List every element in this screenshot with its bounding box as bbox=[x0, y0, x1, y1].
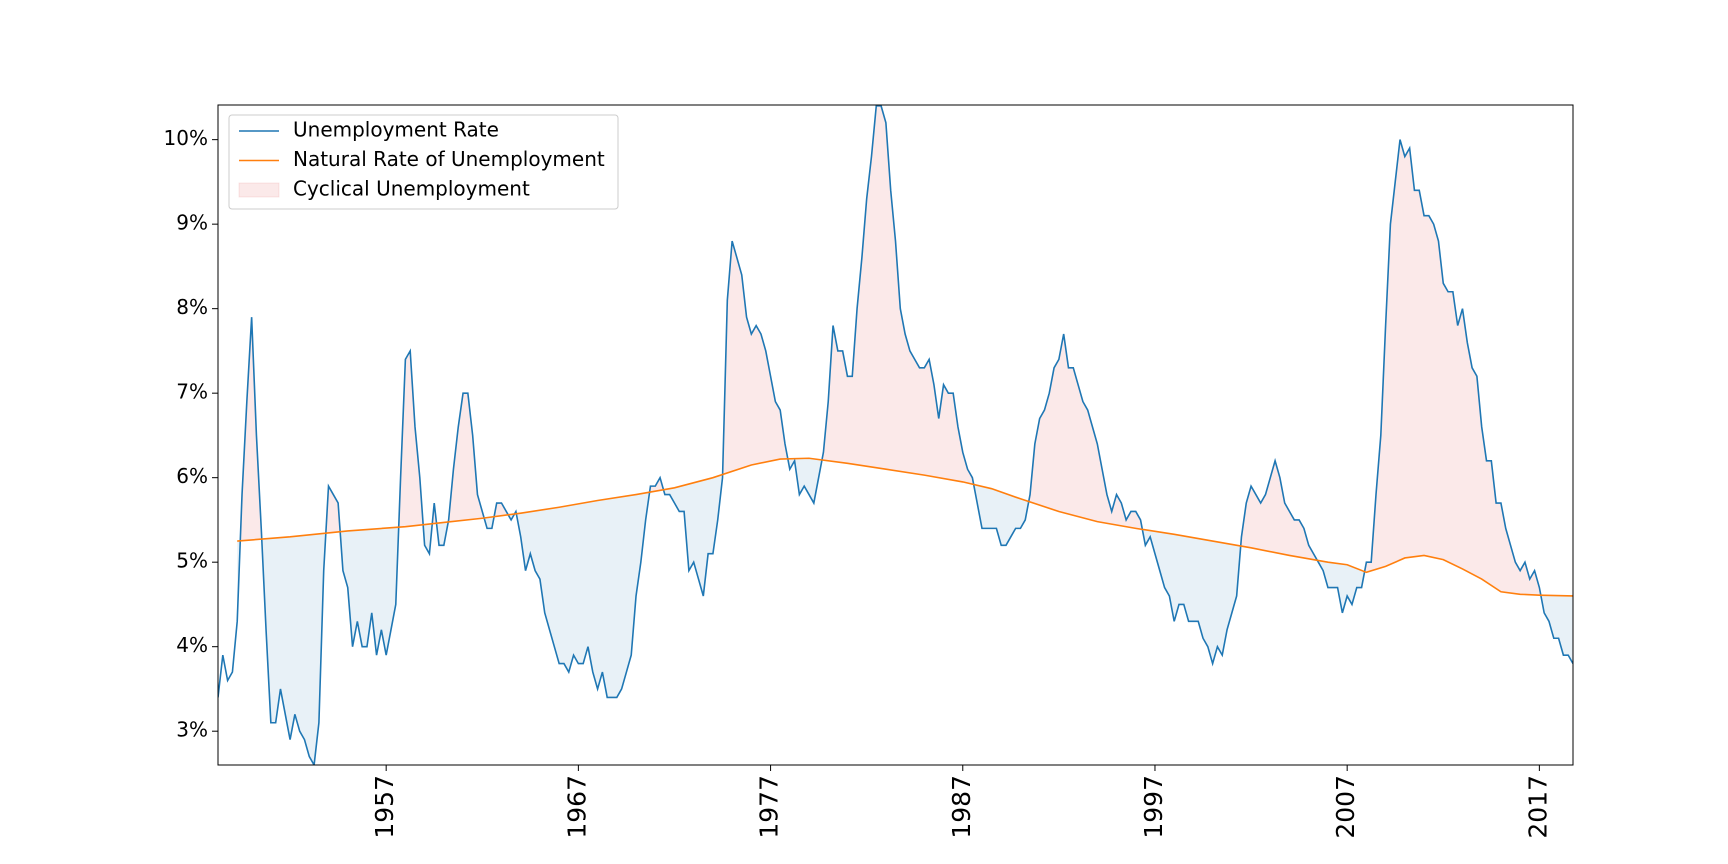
fill-layer bbox=[237, 105, 1573, 765]
cyclical-fill-below bbox=[663, 474, 723, 596]
cyclical-fill-below bbox=[436, 521, 449, 546]
x-tick-label: 1977 bbox=[755, 775, 784, 839]
cyclical-fill-below bbox=[1540, 595, 1573, 664]
x-tick-label: 1957 bbox=[370, 775, 399, 839]
cyclical-fill-above bbox=[240, 317, 262, 541]
cyclical-fill-below bbox=[261, 533, 326, 765]
cyclical-fill-above bbox=[1028, 334, 1143, 530]
x-tick-label: 2017 bbox=[1523, 775, 1552, 839]
y-tick-label: 8% bbox=[176, 295, 208, 319]
x-tick-label: 1997 bbox=[1139, 775, 1168, 839]
cyclical-fill-below bbox=[340, 527, 399, 656]
cyclical-fill-above bbox=[722, 241, 788, 475]
cyclical-fill-above bbox=[325, 486, 341, 534]
cyclical-fill-above bbox=[821, 105, 974, 485]
cyclical-fill-below bbox=[516, 492, 650, 698]
cyclical-fill-below bbox=[973, 484, 1029, 546]
series-line bbox=[218, 105, 1573, 765]
y-tick-label: 5% bbox=[176, 549, 208, 573]
legend: Unemployment Rate Natural Rate of Unemplo… bbox=[228, 114, 619, 210]
legend-swatch bbox=[238, 182, 280, 198]
y-tick-label: 4% bbox=[176, 633, 208, 657]
axes-frame bbox=[217, 104, 1574, 766]
y-tick-label: 7% bbox=[176, 380, 208, 404]
cyclical-fill-below bbox=[1142, 529, 1241, 664]
cyclical-fill-above bbox=[398, 350, 424, 528]
legend-label: Cyclical Unemployment bbox=[293, 177, 530, 201]
y-tick-label: 6% bbox=[176, 464, 208, 488]
cyclical-fill-above bbox=[1364, 139, 1541, 596]
y-tick-label: 10% bbox=[164, 126, 208, 150]
legend-label: Unemployment Rate bbox=[293, 118, 499, 142]
y-tick-label: 9% bbox=[176, 211, 208, 235]
cyclical-fill-above bbox=[1240, 460, 1318, 561]
legend-label: Natural Rate of Unemployment bbox=[293, 147, 605, 171]
cyclical-fill-above bbox=[448, 393, 485, 522]
x-tick-label: 2007 bbox=[1331, 775, 1360, 839]
legend-box bbox=[228, 114, 619, 210]
line-layer bbox=[218, 105, 1573, 765]
cyclical-fill-above bbox=[494, 503, 509, 517]
series-line bbox=[237, 457, 1573, 597]
y-tick-label: 3% bbox=[176, 718, 208, 742]
x-tick-label: 1987 bbox=[947, 775, 976, 839]
tick-layer: 3% 4% 5% 6% 7% 8% 9% 10% 1957 1967 1977 1987 1997 200… bbox=[164, 126, 1553, 838]
x-tick-label: 1967 bbox=[562, 775, 591, 839]
